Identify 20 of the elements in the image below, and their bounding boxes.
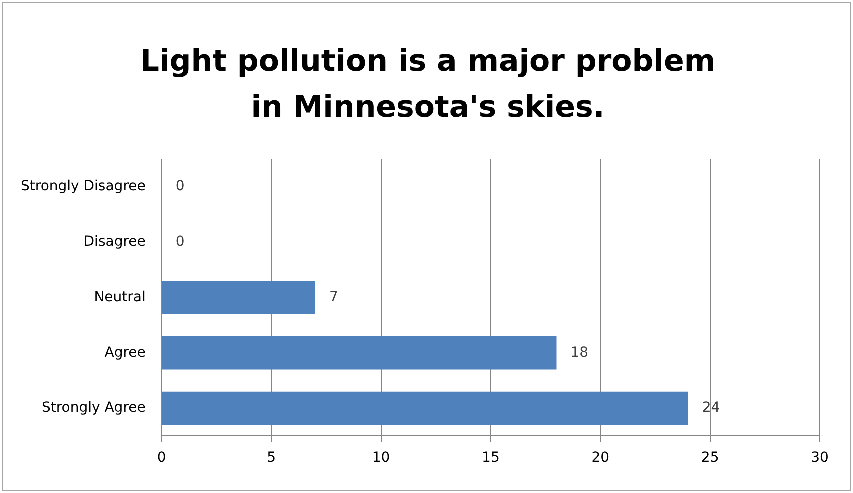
x-tick-label: 30 [811, 450, 829, 466]
y-tick-label: Strongly Agree [42, 400, 146, 416]
y-tick-label: Disagree [84, 234, 146, 250]
x-tick-label: 5 [267, 450, 276, 466]
x-tick-label: 25 [701, 450, 720, 466]
x-tick-label: 10 [372, 450, 390, 466]
bar [162, 336, 557, 370]
bar [162, 392, 688, 426]
x-tick-label: 20 [592, 450, 610, 466]
data-label: 0 [176, 234, 185, 250]
data-label: 7 [329, 289, 338, 306]
data-label: 0 [176, 178, 185, 195]
x-tick-label: 15 [482, 450, 500, 466]
data-label: 18 [570, 344, 589, 361]
y-tick-label: Agree [104, 344, 146, 361]
chart-title: Light pollution is a major problem in Minnesota's skies. [139, 43, 717, 127]
y-tick-label: Strongly Disagree [20, 178, 146, 195]
x-tick-label: 0 [157, 450, 166, 466]
bar [162, 281, 316, 314]
y-tick-label: Neutral [94, 289, 146, 306]
